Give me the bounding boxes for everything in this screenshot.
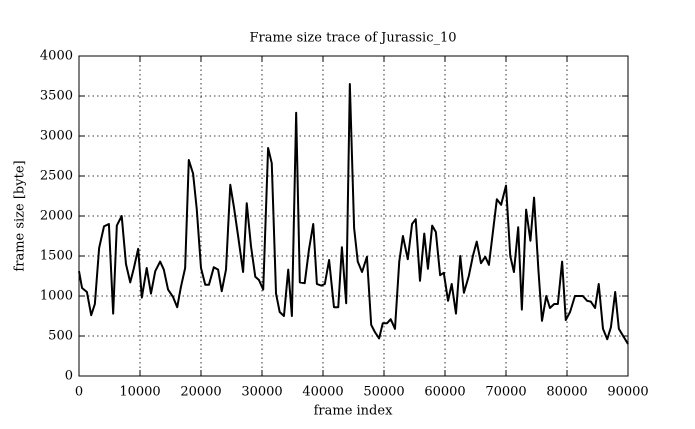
x-tick-label: 20000 [180,385,221,400]
y-tick-label: 4000 [40,49,73,64]
y-tick-label: 3000 [40,129,73,144]
y-tick-label: 1500 [40,249,73,264]
x-tick-label: 50000 [363,385,404,400]
x-tick-label: 80000 [546,385,587,400]
data-line [78,83,629,345]
x-tick-label: 90000 [607,385,648,400]
y-tick-label: 2000 [40,209,73,224]
y-tick-label: 2500 [40,169,73,184]
y-tick-label: 3500 [40,89,73,104]
x-tick-label: 10000 [119,385,160,400]
y-tick-label: 500 [48,329,73,344]
plot-frame [78,55,629,377]
y-axis-label: frame size [byte] [13,160,28,271]
x-tick-label: 60000 [424,385,465,400]
x-tick-label: 0 [75,385,83,400]
x-axis-label: frame index [314,404,393,419]
x-tick-label: 70000 [485,385,526,400]
y-tick-label: 0 [65,369,73,384]
x-tick-label: 40000 [302,385,343,400]
y-tick-label: 1000 [40,289,73,304]
x-tick-label: 30000 [241,385,282,400]
chart-title: Frame size trace of Jurassic_10 [249,31,456,46]
